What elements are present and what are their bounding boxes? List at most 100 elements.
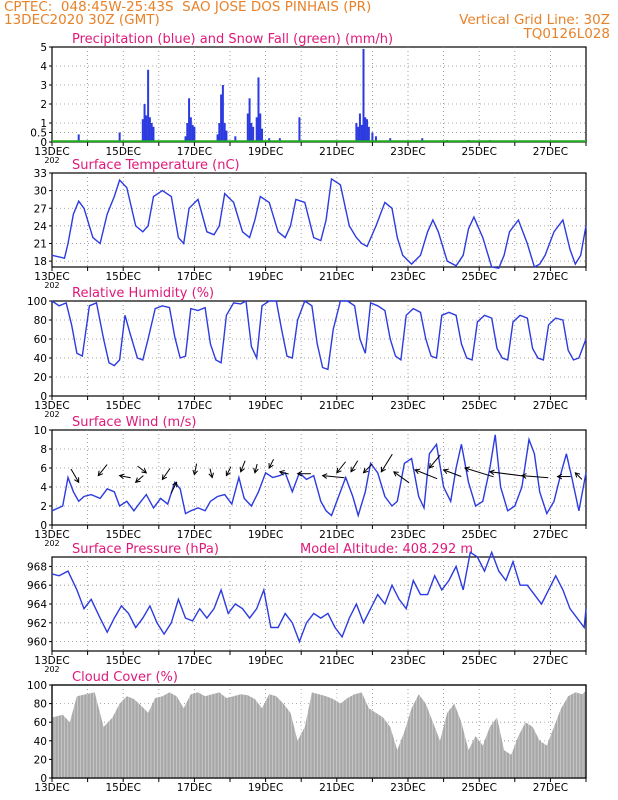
y-tick-label: 60 xyxy=(34,717,47,729)
wind-arrow-shaft xyxy=(279,471,289,475)
x-tick-label: 27DEC xyxy=(533,146,568,158)
precip-bar xyxy=(255,117,258,142)
x-tick-label: 15DEC xyxy=(105,782,140,794)
wind-arrow-shaft xyxy=(414,469,438,480)
x-tick-label: 25DEC xyxy=(461,271,496,283)
wind-arrow-head xyxy=(464,466,470,472)
wind-arrow-shaft xyxy=(489,471,526,477)
y-tick-label: 0 xyxy=(40,137,47,149)
x-tick-label: 25DEC xyxy=(461,400,496,412)
y-tick-label: 0 xyxy=(40,773,47,785)
plot-frame xyxy=(51,46,587,143)
wind-arrow-head xyxy=(172,481,178,488)
wind-arrow-head xyxy=(208,472,214,479)
panel-3: 0 20 40 60 80 100 13DEC 15DEC 17DEC 19DEC 21DEC 23D… xyxy=(27,286,587,419)
precip-bar xyxy=(193,126,196,142)
y-tick-label: 18 xyxy=(34,256,47,268)
wind-arrow-head xyxy=(225,470,231,477)
header-model-code: TQ0126L028 xyxy=(523,26,610,42)
y-tick-label: 966 xyxy=(27,580,47,592)
plot-frame xyxy=(51,429,587,526)
y-tick-label: 5 xyxy=(40,42,47,54)
y-tick-label: 80 xyxy=(34,315,47,327)
wind-arrow-head xyxy=(321,473,328,479)
series-line xyxy=(51,299,587,371)
plot-frame xyxy=(51,172,587,268)
x-tick-label: 25DEC xyxy=(461,146,496,158)
x-tick-label: 27DEC xyxy=(533,655,568,667)
panel-title: Precipitation (blue) and Snow Fall (gree… xyxy=(72,32,393,47)
wind-arrow-shaft xyxy=(97,464,108,476)
wind-arrow-head xyxy=(428,463,435,469)
x-tick-label: 13DEC xyxy=(34,271,69,283)
cloud-cover-area xyxy=(52,690,586,778)
y-tick-label: 20 xyxy=(34,372,47,384)
precip-bar xyxy=(250,123,253,142)
precip-bar xyxy=(223,123,226,142)
x-tick-label: 13DEC xyxy=(34,529,69,541)
panel-title: Cloud Cover (%) xyxy=(72,670,178,685)
precip-bar xyxy=(191,124,194,142)
model-altitude-label: Model Altitude: 408.292 m xyxy=(300,542,473,557)
series-line xyxy=(51,550,587,644)
x-tick-label: 17DEC xyxy=(177,782,212,794)
y-tick-label: 964 xyxy=(27,599,47,611)
wind-arrow-shaft xyxy=(240,460,246,472)
x-tick-label: 27DEC xyxy=(533,271,568,283)
precip-bar xyxy=(374,136,377,142)
wind-arrow-shaft xyxy=(350,460,359,473)
wind-arrow-head xyxy=(380,466,386,473)
x-tick-label: 27DEC xyxy=(533,400,568,412)
precip-bar xyxy=(150,123,153,142)
header-run-date: 13DEC2020 30Z (GMT) xyxy=(4,12,160,28)
wind-arrow-shaft xyxy=(363,463,373,474)
y-tick-label: 10 xyxy=(34,425,47,437)
x-year-label: 202 xyxy=(44,281,59,290)
precip-bar xyxy=(186,123,189,142)
x-tick-label: 19DEC xyxy=(248,655,283,667)
panel-2: 18 21 24 27 30 33 13DEC 15DEC 17DEC 19DEC 21DEC 23D… xyxy=(34,158,587,290)
wind-arrow-shaft xyxy=(380,453,393,473)
precip-bar xyxy=(118,132,121,142)
x-tick-label: 27DEC xyxy=(533,529,568,541)
panel-5: 960 962 964 966 968 13DEC 15DEC 17DEC 19DEC 21DEC… xyxy=(27,542,587,674)
y-tick-label: 30 xyxy=(34,186,47,198)
x-tick-label: 17DEC xyxy=(177,529,212,541)
precip-bar xyxy=(152,126,155,142)
precip-bar xyxy=(367,126,370,142)
y-tick-label: 40 xyxy=(34,736,47,748)
y-tick-label: 0 xyxy=(40,391,47,403)
x-tick-label: 17DEC xyxy=(177,400,212,412)
x-tick-label: 21DEC xyxy=(319,146,354,158)
wind-arrow-shaft xyxy=(464,467,494,478)
chart-header: CPTEC: 048:45W-25:43S SAO JOSE DOS PINHA… xyxy=(0,0,618,46)
x-tick-label: 25DEC xyxy=(461,655,496,667)
x-tick-label: 15DEC xyxy=(105,529,140,541)
x-tick-label: 25DEC xyxy=(461,529,496,541)
wind-arrow-shaft xyxy=(161,468,171,480)
y-tick-label: 968 xyxy=(27,561,47,573)
y-tick-label: 962 xyxy=(27,618,47,630)
wind-arrow-shaft xyxy=(393,471,410,484)
x-tick-label: 21DEC xyxy=(319,529,354,541)
precip-bar xyxy=(147,69,150,142)
precip-bar xyxy=(358,113,361,142)
series-line xyxy=(51,177,587,269)
panel-title: Surface Pressure (hPa) xyxy=(72,542,219,557)
precip-bar xyxy=(184,136,187,142)
header-location: CPTEC: 048:45W-25:43S SAO JOSE DOS PINHA… xyxy=(4,0,372,15)
x-year-label: 202 xyxy=(44,539,59,548)
wind-arrow-head xyxy=(336,467,342,474)
panel-title: Surface Temperature (nC) xyxy=(72,158,240,173)
x-tick-label: 19DEC xyxy=(248,400,283,412)
panel-6: 0 20 40 60 80 100 13DEC 15DEC 17DEC 19DEC 21DEC 23D… xyxy=(27,670,587,794)
panel-4: 0 2 4 6 8 10 13DEC 15DEC 17DEC 19DEC 21DEC 23DEC 25D… xyxy=(34,415,587,548)
wind-arrow-shaft xyxy=(209,468,213,478)
precip-bar xyxy=(366,119,369,142)
y-tick-label: 4 xyxy=(40,61,47,73)
precip-bar xyxy=(188,98,191,142)
y-tick-label: 0.5 xyxy=(30,128,47,140)
precip-bar xyxy=(225,130,228,142)
wind-arrow-shaft xyxy=(170,482,178,494)
x-tick-label: 19DEC xyxy=(248,146,283,158)
